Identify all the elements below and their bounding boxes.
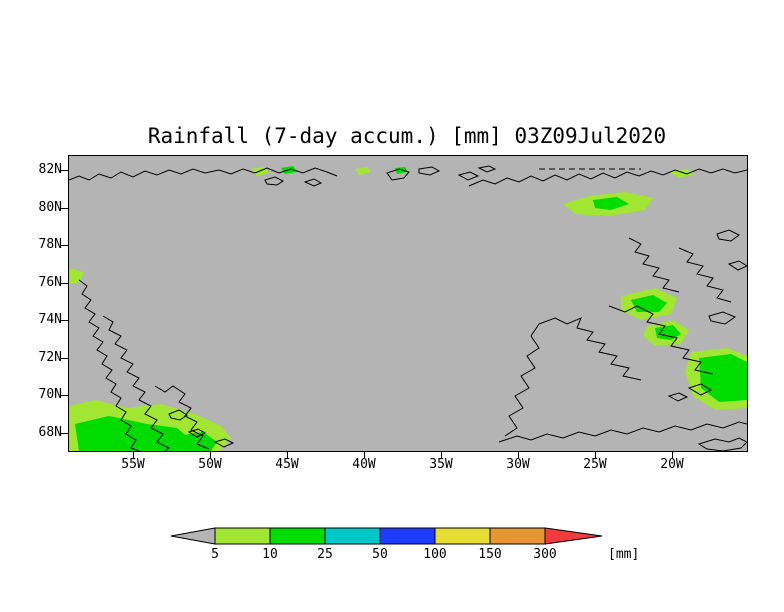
coastline	[468, 168, 747, 187]
lon-tick-label: 30W	[506, 457, 530, 472]
colorbar-tick-label: 50	[372, 547, 388, 562]
map-graphics	[69, 165, 747, 451]
lon-tick-label: 20W	[660, 457, 684, 472]
colorbar-tick-label: 100	[423, 547, 447, 562]
lon-tick-mark	[133, 451, 134, 458]
coastline	[78, 279, 140, 451]
lat-tick-mark	[60, 245, 68, 246]
lon-tick-label: 35W	[429, 457, 453, 472]
lon-tick-mark	[441, 451, 442, 458]
lon-tick-label: 50W	[198, 457, 222, 472]
colorbar-segment	[489, 527, 546, 545]
colorbar-arrow-low	[170, 527, 216, 545]
rain-patch	[177, 432, 217, 451]
coastline	[727, 260, 747, 271]
lat-tick-label: 72N	[38, 350, 62, 365]
rain-patch	[655, 325, 681, 340]
figure-title: Rainfall (7-day accum.) [mm] 03Z09Jul202…	[147, 124, 667, 148]
lat-tick-label: 68N	[38, 425, 62, 440]
coastline	[303, 178, 323, 187]
colorbar-tick-label: 5	[211, 547, 219, 562]
colorbar-segment	[214, 527, 271, 545]
lon-tick-mark	[518, 451, 519, 458]
colorbar-segment	[379, 527, 436, 545]
lat-tick-mark	[60, 170, 68, 171]
colorbar-tick-label: 10	[262, 547, 278, 562]
lat-tick-label: 82N	[38, 162, 62, 177]
coastline	[697, 437, 747, 451]
coastline	[386, 168, 410, 181]
coastline	[708, 311, 737, 325]
lon-tick-mark	[287, 451, 288, 458]
colorbar	[170, 527, 603, 545]
colorbar-segment	[269, 527, 326, 545]
lat-tick-label: 76N	[38, 275, 62, 290]
map-area	[68, 155, 748, 452]
coastline	[716, 229, 740, 242]
coastline	[168, 409, 188, 421]
rain-patch	[669, 169, 695, 178]
lat-tick-mark	[60, 208, 68, 209]
coastline	[102, 315, 170, 451]
coastline	[264, 176, 284, 186]
lat-tick-label: 74N	[38, 312, 62, 327]
lon-tick-label: 25W	[583, 457, 607, 472]
lon-tick-label: 45W	[275, 457, 299, 472]
coastline	[154, 385, 210, 450]
lat-tick-label: 70N	[38, 387, 62, 402]
lon-tick-mark	[672, 451, 673, 458]
coastline	[187, 428, 207, 438]
rain-patch	[593, 197, 629, 210]
coastline	[504, 323, 540, 437]
colorbar-graphics	[170, 527, 603, 545]
coastline	[477, 165, 497, 173]
colorbar-segment	[324, 527, 381, 545]
rain-patch	[355, 167, 371, 175]
colorbar-tick-label: 25	[317, 547, 333, 562]
coastline	[457, 171, 480, 181]
coastline	[69, 167, 338, 181]
coastline	[667, 392, 689, 402]
lat-tick-mark	[60, 320, 68, 321]
coastline	[678, 247, 732, 303]
lon-tick-mark	[595, 451, 596, 458]
coastline	[628, 237, 680, 293]
rainfall-shading	[69, 166, 747, 451]
lon-tick-label: 55W	[121, 457, 145, 472]
lat-tick-mark	[60, 358, 68, 359]
lat-tick-mark	[60, 283, 68, 284]
coastline	[498, 421, 747, 443]
lat-tick-label: 78N	[38, 237, 62, 252]
coastline	[213, 438, 235, 448]
colorbar-tick-label: 150	[478, 547, 502, 562]
coastlines	[69, 165, 747, 451]
lon-tick-label: 40W	[352, 457, 376, 472]
coastline	[418, 166, 441, 176]
coastline	[687, 383, 713, 396]
lat-tick-label: 80N	[38, 200, 62, 215]
coastline	[608, 305, 714, 375]
lon-tick-mark	[210, 451, 211, 458]
colorbar-arrow-high	[544, 527, 603, 545]
lon-tick-mark	[364, 451, 365, 458]
colorbar-tick-label: 300	[533, 547, 557, 562]
coastline	[538, 317, 642, 381]
lat-tick-mark	[60, 395, 68, 396]
lat-tick-mark	[60, 433, 68, 434]
colorbar-segment	[434, 527, 491, 545]
rain-patch	[395, 167, 408, 174]
rain-patch	[75, 416, 191, 451]
colorbar-unit-label: [mm]	[608, 547, 640, 562]
